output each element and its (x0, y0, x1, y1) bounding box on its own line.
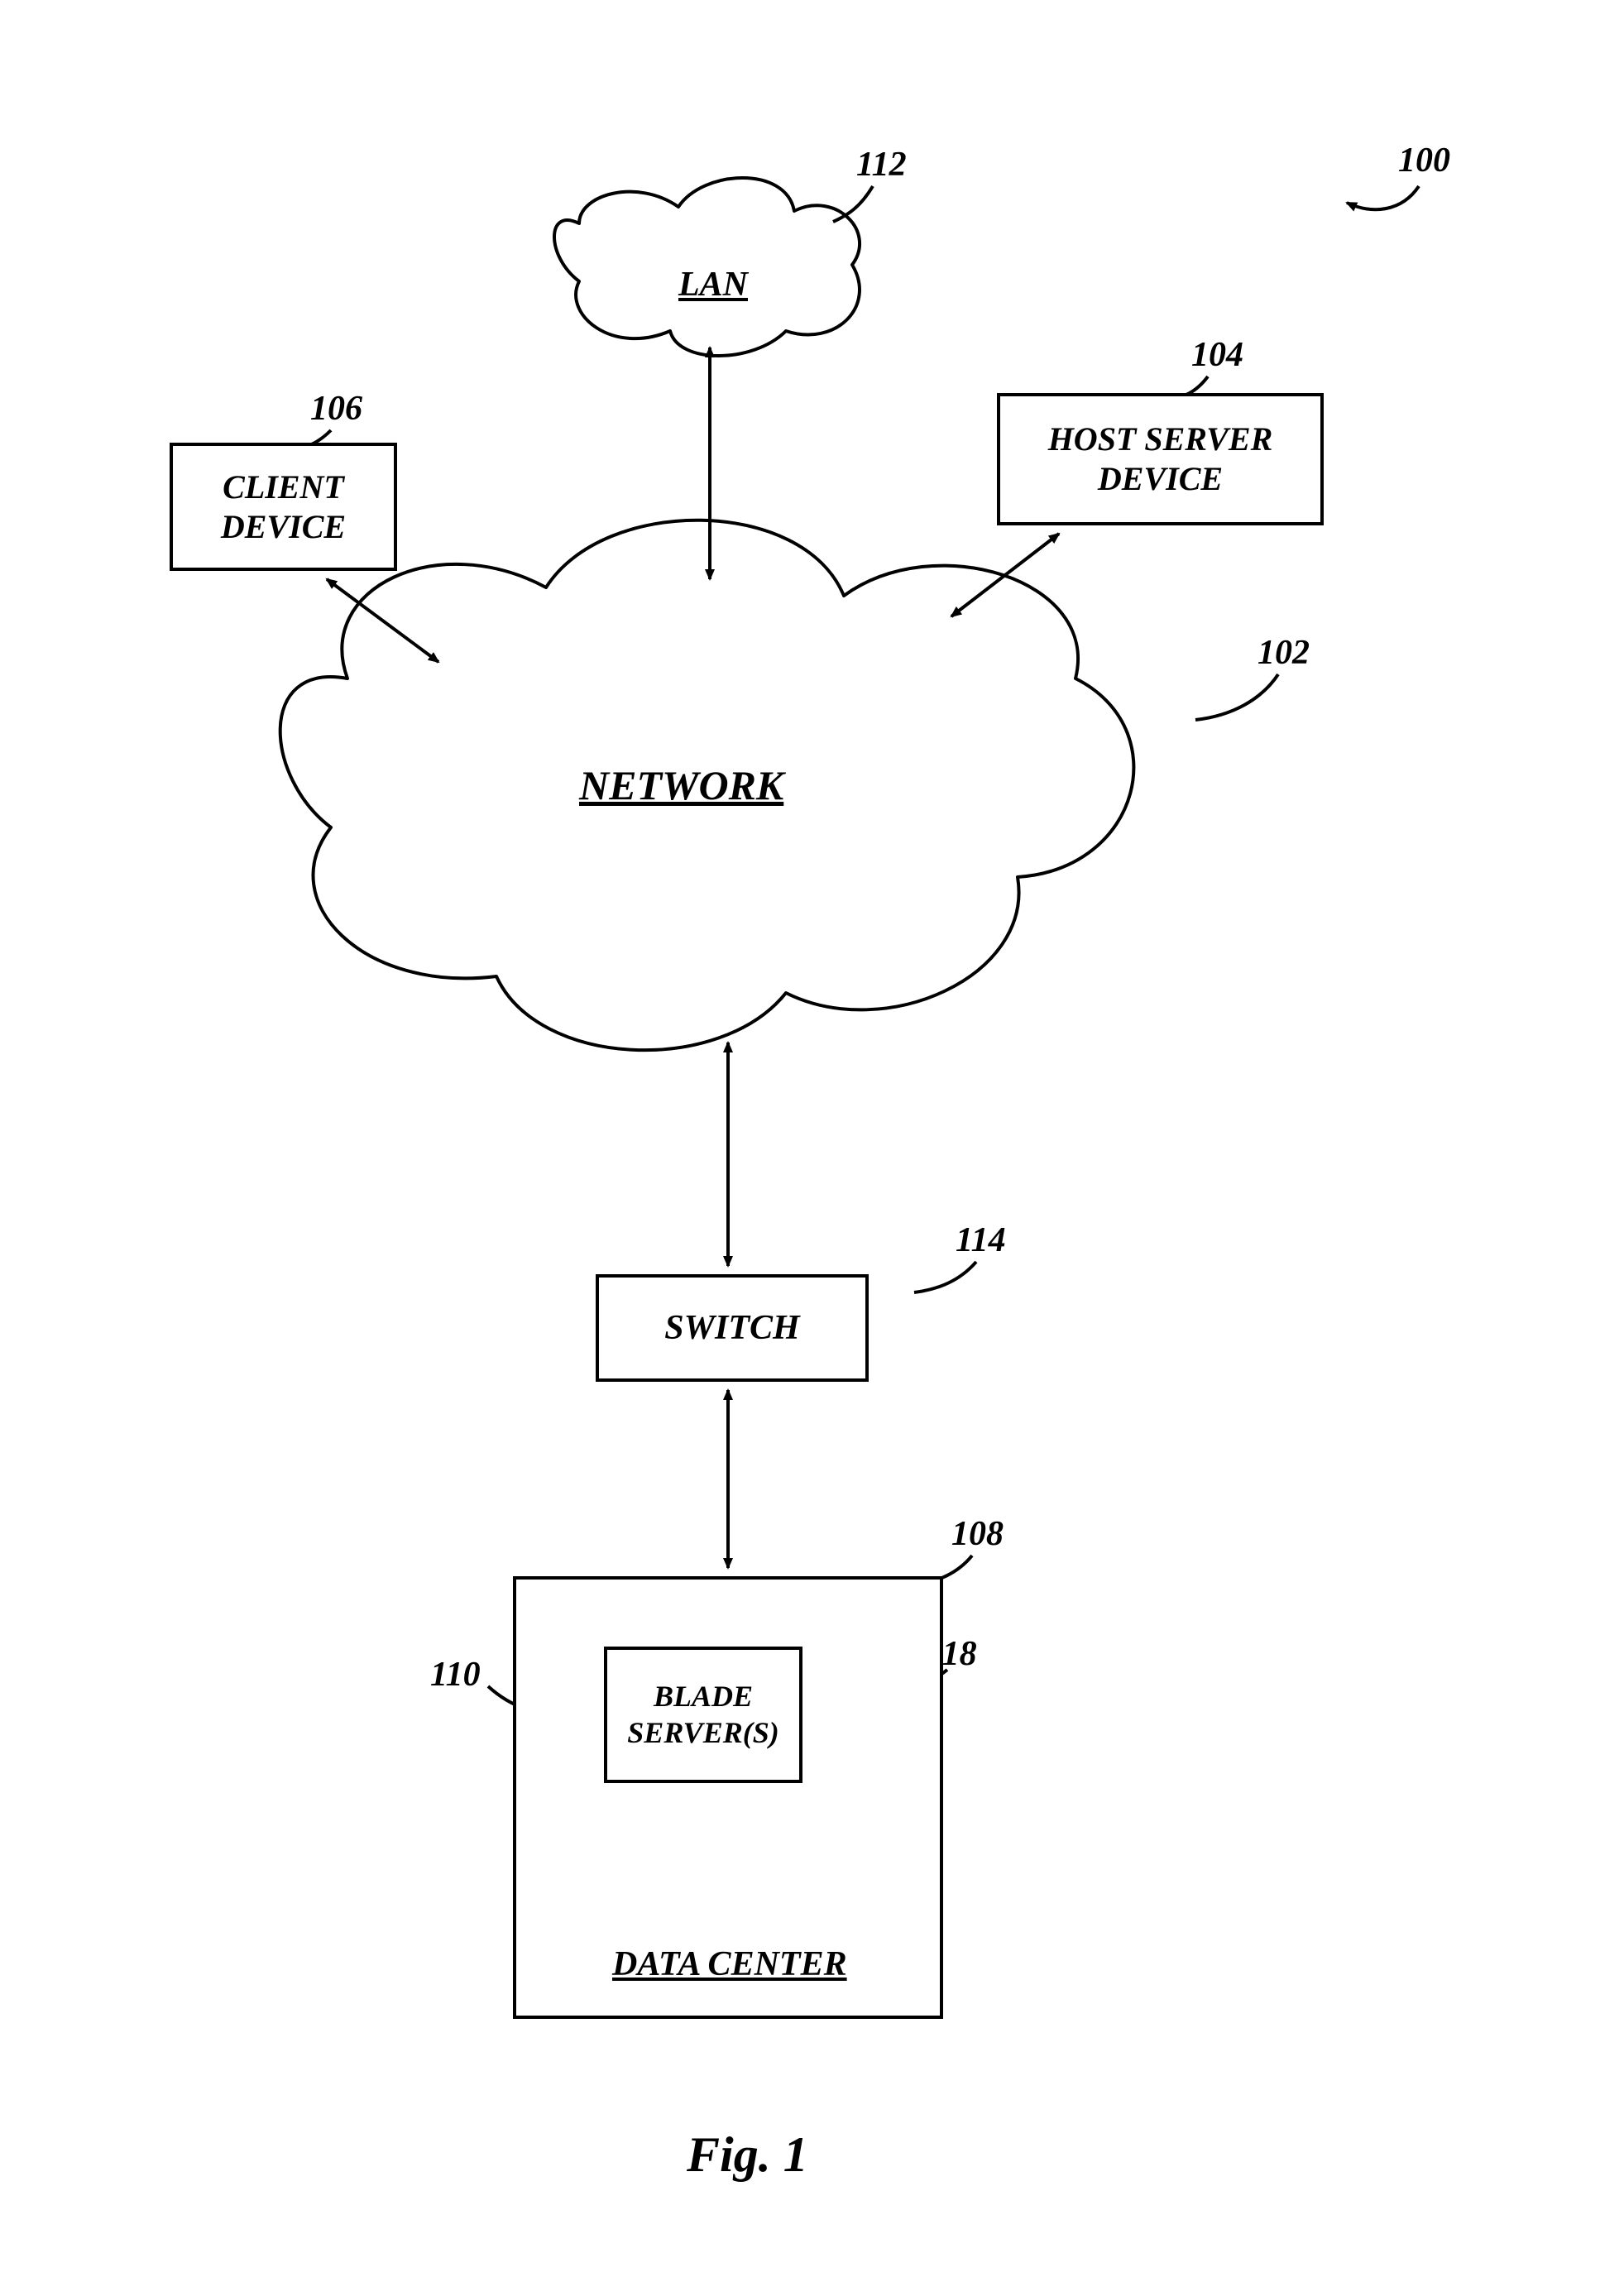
blade-server-box: BLADESERVER(S) (604, 1647, 802, 1783)
client-device-label: CLIENTDEVICE (221, 467, 346, 547)
host-server-label: HOST SERVERDEVICE (1048, 419, 1273, 499)
switch-box: SWITCH (596, 1274, 869, 1382)
data-center-label: DATA CENTER (612, 1944, 847, 1984)
client-device-box: CLIENTDEVICE (170, 443, 397, 571)
ref-108: 108 (951, 1514, 1004, 1554)
ref-114: 114 (956, 1220, 1006, 1260)
diagram-canvas: 100 112 104 106 102 114 108 118 110 LAN … (0, 0, 1624, 2282)
ref-106: 106 (310, 389, 362, 429)
ref-110: 110 (430, 1655, 481, 1695)
figure-label: Fig. 1 (687, 2126, 808, 2184)
network-label: NETWORK (579, 761, 783, 809)
blade-server-label: BLADESERVER(S) (627, 1679, 778, 1750)
switch-label: SWITCH (664, 1307, 799, 1349)
ref-112: 112 (856, 145, 907, 185)
ref-100: 100 (1398, 141, 1450, 180)
host-server-box: HOST SERVERDEVICE (997, 393, 1324, 525)
lan-label: LAN (678, 265, 748, 304)
ref-102: 102 (1258, 633, 1310, 673)
ref-104: 104 (1191, 335, 1243, 375)
